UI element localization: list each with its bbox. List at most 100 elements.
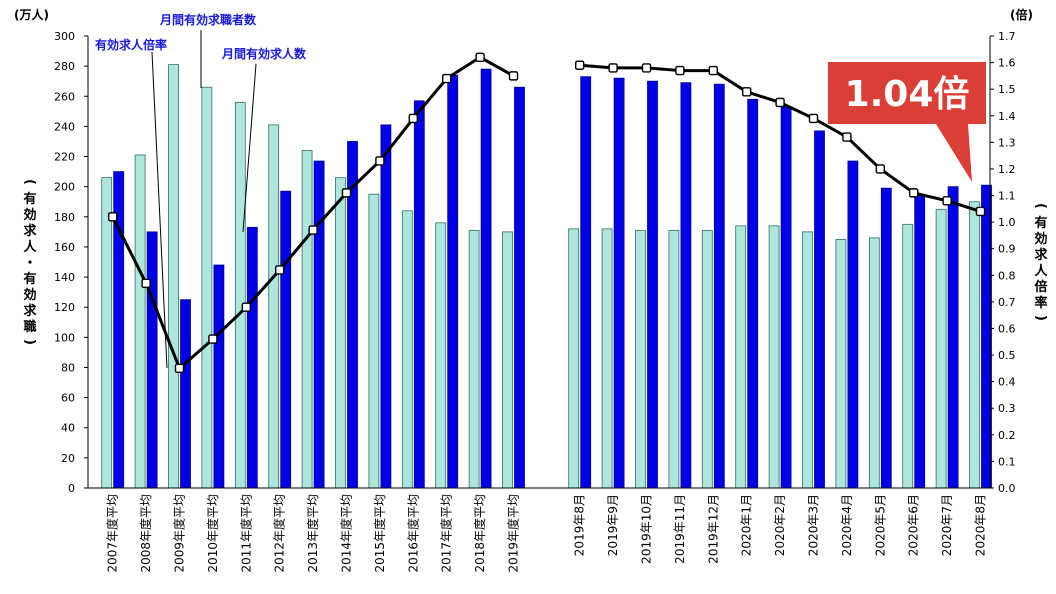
- right-tick-label: 1.0: [998, 216, 1016, 229]
- openings-bar: [713, 83, 725, 489]
- axis-title-char: 求: [1034, 247, 1048, 263]
- left-tick-label: 260: [54, 90, 75, 103]
- x-tick-label: 2020年1月: [740, 494, 754, 556]
- openings-bar: [647, 80, 658, 489]
- x-tick-label: 2008年度平均: [138, 494, 153, 573]
- seekers-bar: [768, 225, 780, 489]
- seekers-bar: [601, 228, 613, 489]
- ratio-annotation-leader: [151, 51, 168, 369]
- seekers-bar: [835, 238, 847, 489]
- ratio-point: [275, 265, 285, 275]
- left-tick-label: 220: [54, 151, 75, 164]
- left-tick-label: 80: [61, 361, 75, 374]
- callout-label: 1.04倍: [845, 74, 970, 115]
- x-tick-label: 2020年6月: [907, 494, 921, 556]
- axis-title-char: ): [1033, 315, 1048, 321]
- openings-bar: [413, 100, 425, 489]
- openings-bar: [947, 186, 959, 489]
- axis-title-char: 効: [23, 207, 36, 223]
- seekers-bar: [502, 231, 513, 489]
- right-tick-label: 0.8: [998, 269, 1016, 282]
- axis-title-char: 有: [23, 191, 36, 207]
- right-tick-label: 1.6: [998, 57, 1016, 70]
- openings-bar: [313, 160, 325, 489]
- ratio-point: [308, 225, 318, 235]
- ratio-point: [875, 164, 885, 174]
- seekers-bar: [935, 208, 947, 489]
- callout-box: [828, 62, 986, 182]
- ratio-point: [375, 156, 385, 166]
- openings-bar: [514, 86, 525, 489]
- x-tick-label: 2019年11月: [673, 494, 687, 564]
- ratio-point: [742, 87, 752, 97]
- seekers-bar: [435, 222, 447, 489]
- x-tick-label: 2013年度平均: [305, 494, 320, 573]
- ratio-point: [107, 212, 118, 222]
- left-tick-label: 280: [54, 60, 75, 73]
- x-tick-label: 2020年2月: [773, 494, 787, 556]
- openings-bar: [480, 68, 492, 489]
- seekers-bar: [868, 237, 880, 489]
- left-axis-title: (有効求人・有効求職): [22, 179, 37, 345]
- right-tick-label: 0.2: [998, 429, 1016, 442]
- seekers-bar: [101, 177, 113, 489]
- x-tick-label: 2007年度平均: [105, 494, 120, 573]
- ratio-line-layer: [107, 52, 986, 374]
- seekers-bar: [568, 228, 580, 489]
- ratio-point: [341, 188, 352, 198]
- seekers-bar: [268, 124, 280, 489]
- seekers-bar: [401, 210, 413, 489]
- openings-bar: [814, 130, 825, 489]
- right-tick-label: 0.0: [998, 482, 1016, 495]
- openings-bar: [680, 82, 692, 489]
- openings-bar: [447, 74, 459, 489]
- x-tick-label: 2020年5月: [873, 494, 887, 556]
- right-tick-label: 1.3: [998, 136, 1016, 149]
- ratio-point: [775, 97, 785, 108]
- right-tick-label: 0.1: [998, 455, 1016, 468]
- ratio-point: [408, 113, 418, 124]
- axis-title-char: 効: [23, 287, 36, 303]
- x-tick-label: 2020年3月: [807, 494, 821, 556]
- right-tick-label: 0.5: [998, 349, 1016, 362]
- axes: 0 20 40 60 80 100 120 140 160 180 200 220 240 260 280 3…: [22, 30, 1048, 573]
- axis-title-char: 求: [23, 303, 37, 319]
- ratio-point: [708, 65, 718, 76]
- x-tick-label: 2019年9月: [606, 494, 620, 556]
- x-tick-label: 2019年度平均: [506, 494, 521, 573]
- openings-bar: [880, 187, 892, 489]
- ratio-annotation: 有効求人倍率: [95, 37, 167, 52]
- left-tick-label: 20: [61, 452, 75, 465]
- x-tick-label: 2017年度平均: [439, 494, 454, 573]
- openings-bar: [213, 264, 225, 489]
- ratio-point: [808, 113, 819, 124]
- axis-title-char: ): [22, 339, 37, 345]
- seekers-bar: [201, 86, 213, 489]
- right-tick-label: 1.2: [998, 163, 1016, 176]
- bars: [101, 64, 992, 489]
- seekers-bar: [468, 229, 480, 489]
- ratio-point: [975, 206, 986, 217]
- openings-bar: [146, 231, 158, 489]
- left-tick-label: 240: [54, 120, 75, 133]
- right-tick-label: 0.3: [998, 402, 1016, 415]
- openings-bar: [914, 195, 926, 489]
- axis-title-char: 有: [1034, 215, 1047, 231]
- left-tick-label: 0: [68, 482, 75, 495]
- right-tick-label: 1.5: [998, 83, 1016, 96]
- ratio-point: [842, 132, 852, 142]
- left-tick-label: 180: [54, 211, 75, 224]
- x-tick-label: 2019年10月: [640, 494, 654, 564]
- right-tick-label: 0.9: [998, 243, 1016, 256]
- right-tick-label: 1.7: [998, 30, 1016, 43]
- axis-title-char: (: [22, 179, 37, 185]
- seekers-bar: [701, 229, 713, 489]
- openings-bar: [580, 76, 592, 489]
- seekers-bar: [134, 154, 146, 489]
- ratio-point: [475, 52, 485, 62]
- left-tick-label: 160: [54, 241, 75, 254]
- axis-title-char: 有: [23, 271, 36, 287]
- openings-bar: [380, 124, 392, 489]
- axis-title-char: 求: [23, 223, 37, 239]
